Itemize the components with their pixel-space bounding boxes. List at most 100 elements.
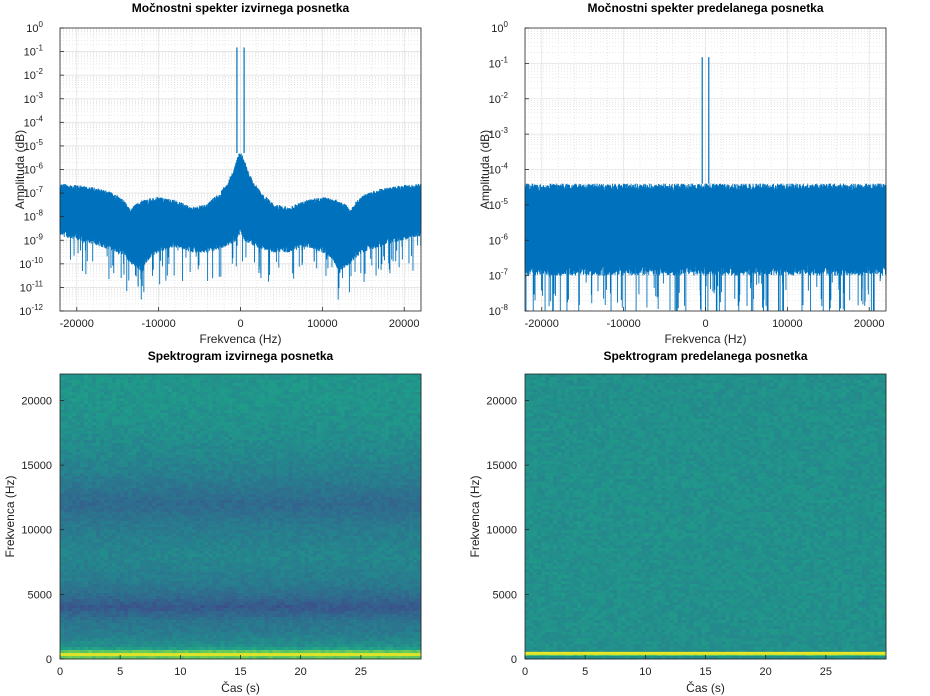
spectrogram-cell: [376, 464, 382, 468]
spectrogram-cell: [128, 452, 133, 456]
spectrogram-cell: [140, 413, 145, 417]
spectrogram-cell: [292, 476, 298, 480]
spectrogram-cell: [308, 404, 314, 408]
spectrogram-cell: [140, 494, 145, 498]
spectrogram-cell: [404, 428, 410, 432]
spectrogram-cell: [248, 431, 254, 435]
spectrogram-cell: [272, 401, 278, 405]
spectrogram-cell: [352, 467, 358, 471]
spectrogram-cell: [176, 404, 181, 408]
spectrogram-cell: [136, 467, 141, 471]
spectrogram-cell: [116, 494, 121, 498]
x-tick-label: -20000: [525, 318, 559, 330]
spectrogram-cell: [104, 401, 109, 405]
spectrogram-cell: [328, 515, 334, 519]
spectrogram-cell: [248, 374, 254, 378]
spectrogram-cell: [260, 449, 266, 453]
spectrogram-cell: [360, 428, 366, 432]
spectrogram-cell: [260, 461, 266, 465]
spectrogram-cell: [172, 461, 177, 465]
spectrogram-cell: [256, 506, 262, 510]
spectrogram-cell: [128, 488, 133, 492]
spectrogram-cell: [276, 452, 282, 456]
spectrogram-cell: [344, 419, 350, 423]
spectrogram-cell: [408, 383, 414, 387]
spectrogram-cell: [400, 437, 406, 441]
spectrogram-cell: [320, 386, 326, 390]
spectrogram-cell: [308, 524, 314, 528]
spectrogram-cell: [368, 485, 374, 489]
spectrogram-cell: [92, 437, 97, 441]
spectrogram-cell: [148, 383, 153, 387]
spectrogram-cell: [276, 392, 282, 396]
spectrogram-cell: [264, 524, 270, 528]
spectrogram-cell: [284, 506, 290, 510]
spectrogram-cell: [260, 488, 266, 492]
spectrogram-cell: [404, 527, 410, 531]
spectrogram-cell: [196, 416, 201, 420]
spectrogram-cell: [336, 455, 342, 459]
spectrogram-cell: [296, 512, 302, 516]
spectrogram-cell: [308, 452, 314, 456]
spectrogram-cell: [116, 404, 121, 408]
spectrogram-cell: [244, 509, 250, 513]
spectrogram-cell: [172, 443, 177, 447]
spectrogram-cell: [272, 446, 278, 450]
spectrogram-cell: [240, 416, 246, 420]
spectrogram-cell: [272, 461, 278, 465]
spectrogram-cell: [268, 467, 274, 471]
spectrogram-cell: [416, 464, 422, 468]
spectrogram-cell: [280, 485, 286, 489]
spectrogram-cell: [116, 497, 121, 501]
spectrogram-cell: [400, 497, 406, 501]
spectrogram-cell: [272, 440, 278, 444]
spectrogram-cell: [140, 380, 145, 384]
spectrogram-cell: [320, 491, 326, 495]
spectrogram-cell: [128, 491, 133, 495]
spectrogram-cell: [188, 383, 193, 387]
spectrogram-cell: [260, 524, 266, 528]
spectrogram-cell: [300, 440, 306, 444]
spectrogram-cell: [248, 386, 254, 390]
spectrogram-cell: [400, 449, 406, 453]
spectrogram-cell: [232, 494, 237, 498]
spectrogram-cell: [284, 524, 290, 528]
spectrogram-cell: [116, 431, 121, 435]
spectrogram-cell: [120, 398, 125, 402]
spectrogram-cell: [260, 389, 266, 393]
spectrogram-cell: [344, 446, 350, 450]
spectrogram-cell: [276, 521, 282, 525]
spectrogram-cell: [160, 425, 165, 429]
spectrogram-cell: [280, 434, 286, 438]
spectrogram-cell: [180, 467, 185, 471]
spectrogram-cell: [336, 404, 342, 408]
spectrogram-cell: [288, 473, 294, 477]
spectrogram-cell: [352, 515, 358, 519]
spectrogram-cell: [352, 374, 358, 378]
spectrogram-cell: [400, 383, 406, 387]
spectrogram-cell: [228, 389, 233, 393]
spectrogram-cell: [84, 392, 89, 396]
spectrogram-cell: [156, 494, 161, 498]
spectrogram-cell: [196, 413, 201, 417]
spectrogram-cell: [348, 404, 354, 408]
spectrogram-cell: [168, 524, 173, 528]
spectrogram-cell: [92, 500, 97, 504]
spectrogram-cell: [180, 377, 185, 381]
spectrogram-cell: [260, 503, 266, 507]
spectrogram-cell: [324, 464, 330, 468]
spectrogram-cell: [356, 527, 362, 531]
spectrogram-cell: [184, 428, 189, 432]
spectrogram-cell: [392, 470, 398, 474]
spectrogram-cell: [260, 437, 266, 441]
spectrogram-cell: [388, 485, 394, 489]
spectrogram-cell: [344, 437, 350, 441]
spectrogram-cell: [256, 485, 262, 489]
spectrogram-cell: [308, 401, 314, 405]
spectrogram-cell: [412, 386, 418, 390]
spectrogram-cell: [212, 509, 217, 513]
spectrogram-cell: [224, 479, 229, 483]
spectrogram-cell: [292, 389, 298, 393]
spectrogram-cell: [308, 458, 314, 462]
spectrogram-cell: [300, 503, 306, 507]
